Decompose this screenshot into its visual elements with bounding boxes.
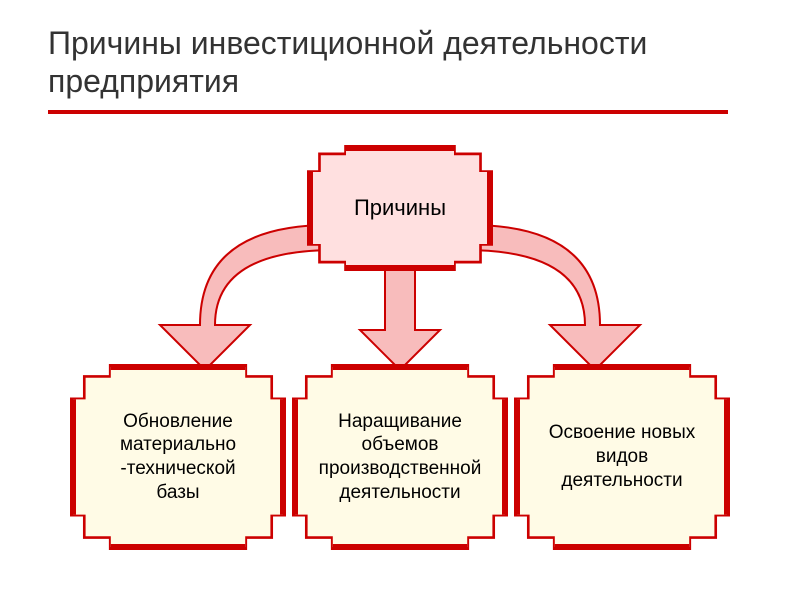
arrow-right xyxy=(465,225,640,370)
title-text: Причины инвестиционной деятельности пред… xyxy=(48,25,647,99)
child-node-1: Обновление материально -технической базы xyxy=(73,367,283,547)
child-node-3-label: Освоение новых видов деятельности xyxy=(549,421,696,492)
slide-title: Причины инвестиционной деятельности пред… xyxy=(48,24,800,101)
child-node-2-label: Наращивание объемов производственной дея… xyxy=(319,410,482,505)
child-node-3: Освоение новых видов деятельности xyxy=(517,367,727,547)
root-node-label: Причины xyxy=(354,194,446,222)
child-node-2: Наращивание объемов производственной дея… xyxy=(295,367,505,547)
child-node-1-label: Обновление материально -технической базы xyxy=(120,410,236,505)
arrow-center xyxy=(360,260,440,370)
root-node: Причины xyxy=(310,148,490,268)
flowchart-diagram: Причины Обновление материально -техничес… xyxy=(0,130,800,570)
arrow-left xyxy=(160,225,335,370)
title-underline xyxy=(48,110,728,114)
